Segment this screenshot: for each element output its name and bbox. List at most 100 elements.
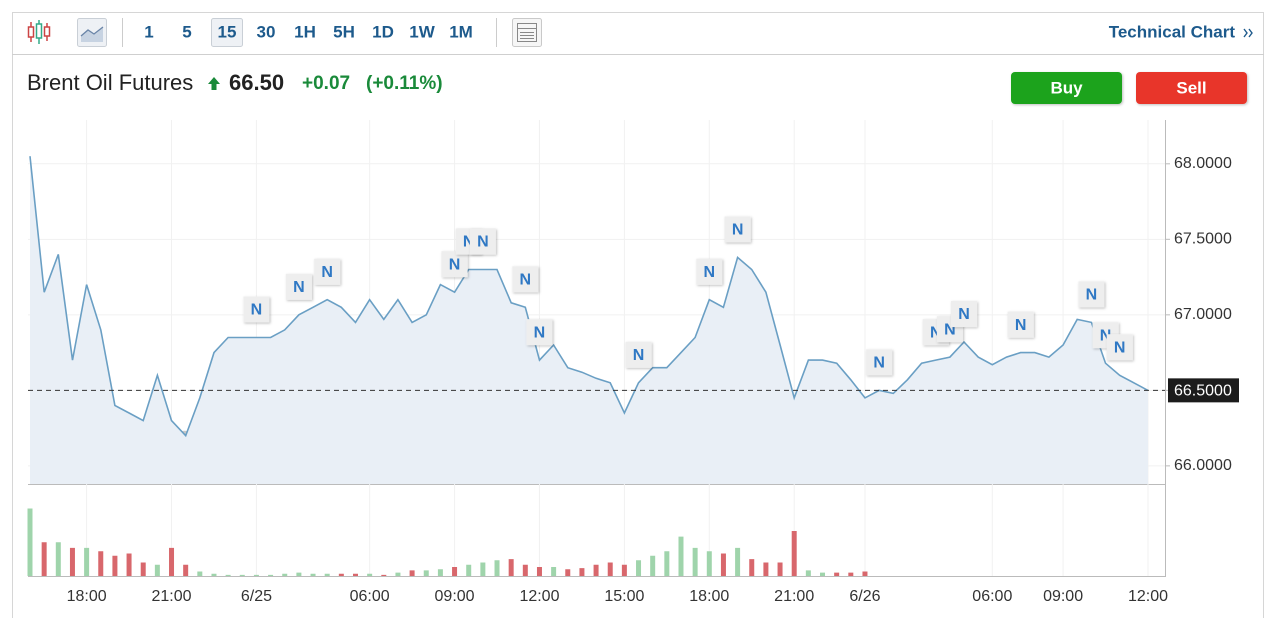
- volume-bar: [225, 574, 231, 576]
- plot: 66.0000 67.0000 67.5000 68.0000 18:00 21:00 6/…: [27, 120, 1239, 605]
- last-price-label: 66.5000: [1174, 383, 1232, 400]
- volume-bar: [27, 508, 33, 576]
- x-tick-label: 12:00: [519, 588, 559, 605]
- news-marker-label: N: [1100, 327, 1112, 344]
- price-area: [30, 156, 1148, 484]
- buy-label[interactable]: Buy: [1050, 78, 1083, 97]
- y-tick-label: 67.0000: [1174, 306, 1232, 323]
- volume-bar: [650, 555, 656, 576]
- volume-bar: [791, 531, 797, 576]
- x-tick-label: 06:00: [972, 588, 1012, 605]
- news-marker[interactable]: N: [724, 216, 751, 243]
- y-tick-label: 67.5000: [1174, 231, 1232, 248]
- news-marker-box: [1007, 311, 1034, 338]
- news-marker[interactable]: N: [441, 251, 468, 278]
- volume-bar: [296, 572, 302, 576]
- last-price-box: [1168, 378, 1239, 403]
- volume-bar: [41, 542, 47, 576]
- news-marker-label: N: [477, 234, 489, 251]
- volume-bar: [494, 560, 500, 576]
- news-marker-label: N: [1114, 339, 1126, 356]
- volume-bar: [777, 562, 783, 576]
- chevron-icon[interactable]: [1243, 28, 1253, 38]
- volume-bar: [55, 542, 61, 576]
- news-marker-label: N: [944, 321, 956, 338]
- news-marker[interactable]: N: [625, 341, 652, 368]
- area-icon[interactable]: [77, 18, 107, 47]
- volume-bar: [607, 562, 613, 576]
- interval-button[interactable]: 1W: [409, 22, 435, 41]
- interval-button[interactable]: 5: [182, 22, 191, 41]
- news-marker-box: [526, 319, 553, 346]
- interval-button[interactable]: 15: [218, 22, 237, 41]
- volume-bar: [338, 573, 344, 576]
- news-marker[interactable]: N: [314, 258, 341, 285]
- sell-label[interactable]: Sell: [1176, 78, 1206, 97]
- news-marker-label: N: [534, 324, 546, 341]
- volume-bar: [395, 572, 401, 576]
- sell-button[interactable]: Sell: [1136, 72, 1247, 104]
- technical-chart-link[interactable]: Technical Chart: [1109, 22, 1236, 41]
- volume-bar: [84, 547, 90, 576]
- volume-bar: [565, 569, 571, 576]
- news-marker[interactable]: N: [696, 258, 723, 285]
- news-marker-label: N: [293, 279, 305, 296]
- buy-button[interactable]: Buy: [1011, 72, 1122, 104]
- interval-button[interactable]: 30: [257, 22, 276, 41]
- news-marker[interactable]: N: [951, 301, 978, 328]
- x-tick-label: 6/25: [241, 588, 272, 605]
- x-tick-label: 21:00: [151, 588, 191, 605]
- news-marker-box: [724, 216, 751, 243]
- interval-button[interactable]: 5H: [333, 22, 355, 41]
- volume-bar: [862, 571, 868, 576]
- volume-bar: [253, 574, 259, 576]
- volume-bar: [268, 574, 274, 576]
- y-tick-label: 68.0000: [1174, 155, 1232, 172]
- news-marker-label: N: [1015, 317, 1027, 334]
- news-marker-box: [469, 228, 496, 255]
- volume-bar: [437, 569, 443, 576]
- news-marker-box: [866, 349, 893, 376]
- news-marker-box: [696, 258, 723, 285]
- interval-button[interactable]: 1D: [372, 22, 394, 41]
- volume-bar: [551, 567, 557, 576]
- news-marker-label: N: [873, 355, 885, 372]
- volume-bar: [126, 553, 132, 576]
- news-marker-box: [314, 258, 341, 285]
- news-marker[interactable]: N: [866, 349, 893, 376]
- candle-icon[interactable]: [27, 20, 51, 44]
- news-marker[interactable]: N: [526, 319, 553, 346]
- news-marker[interactable]: N: [243, 296, 270, 323]
- news-marker-label: N: [633, 347, 645, 364]
- volume-bar: [692, 547, 698, 576]
- news-marker-label: N: [520, 272, 532, 289]
- news-marker-box: [243, 296, 270, 323]
- news-marker[interactable]: N: [512, 266, 539, 293]
- up-arrow: [208, 77, 220, 90]
- volume-bar: [593, 564, 599, 576]
- interval-button[interactable]: 1M: [449, 22, 473, 41]
- price-change: +0.07: [302, 73, 350, 94]
- volume-bar: [211, 573, 217, 576]
- x-tick-label: 18:00: [67, 588, 107, 605]
- news-marker[interactable]: N: [1106, 334, 1133, 361]
- volume-bar: [324, 573, 330, 576]
- news-marker-label: N: [463, 234, 475, 251]
- news-marker[interactable]: N: [1078, 281, 1105, 308]
- interval-button[interactable]: 1H: [294, 22, 316, 41]
- x-tick-label: 6/26: [849, 588, 880, 605]
- layout-icon[interactable]: [512, 18, 542, 47]
- news-marker-label: N: [704, 264, 716, 281]
- news-marker[interactable]: N: [469, 228, 496, 255]
- x-tick-label: 12:00: [1128, 588, 1168, 605]
- volume-bar: [352, 573, 358, 576]
- y-tick-label: 66.0000: [1174, 457, 1232, 474]
- news-marker[interactable]: N: [1007, 311, 1034, 338]
- volume-bar: [480, 562, 486, 576]
- news-marker-label: N: [1086, 287, 1098, 304]
- volume-bar: [452, 567, 458, 576]
- x-tick-label: 09:00: [435, 588, 475, 605]
- interval-button[interactable]: 1: [144, 22, 153, 41]
- news-marker[interactable]: N: [285, 273, 312, 300]
